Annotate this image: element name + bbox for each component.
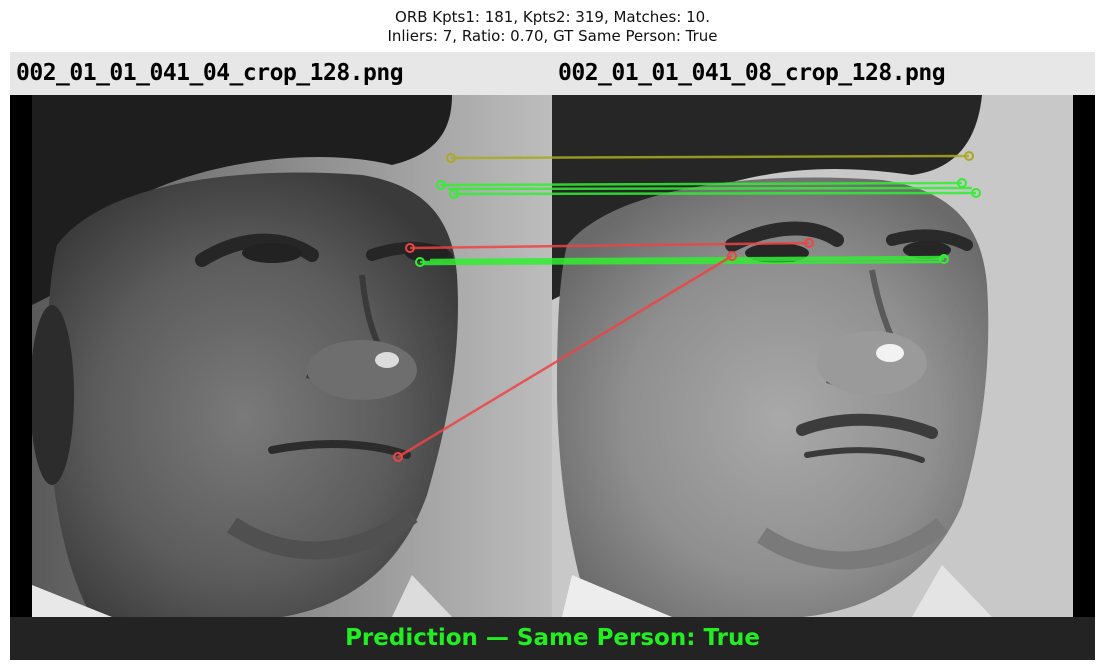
- prediction-label: Prediction — Same Person: True: [10, 625, 1095, 651]
- match-line: [441, 183, 962, 185]
- match-line: [454, 193, 976, 194]
- match-line: [448, 188, 972, 189]
- match-line: [410, 243, 809, 248]
- keypoint-matches: [10, 52, 1095, 660]
- match-figure: 002_01_01_041_04_crop_128.png 002_01_01_…: [10, 52, 1095, 660]
- title-line-2: Inliers: 7, Ratio: 0.70, GT Same Person:…: [0, 27, 1105, 46]
- title-line-1: ORB Kpts1: 181, Kpts2: 319, Matches: 10.: [0, 8, 1105, 27]
- match-line: [398, 256, 732, 457]
- figure-title: ORB Kpts1: 181, Kpts2: 319, Matches: 10.…: [0, 8, 1105, 46]
- prediction-banner: Prediction — Same Person: True: [10, 617, 1095, 660]
- match-line: [451, 156, 969, 158]
